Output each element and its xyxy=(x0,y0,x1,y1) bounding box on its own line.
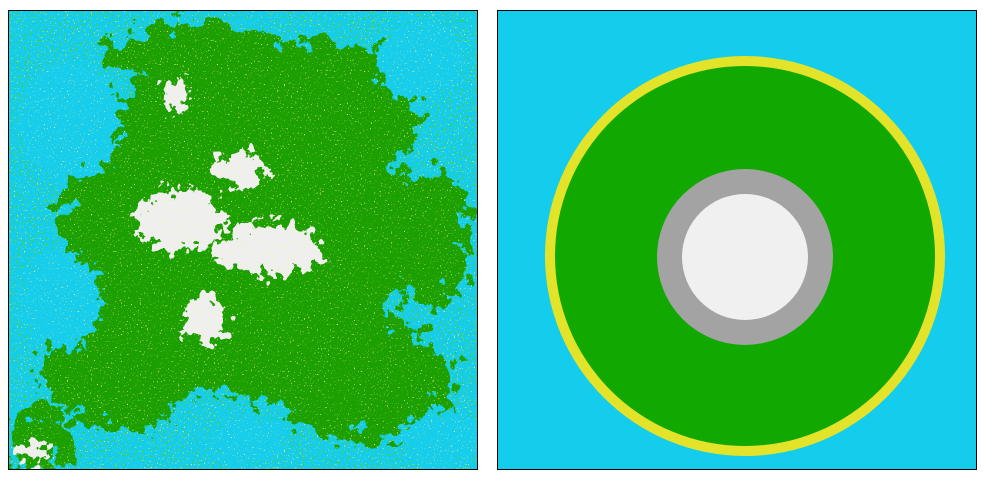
left-grid xyxy=(8,10,478,470)
right-border xyxy=(497,10,977,470)
right-grid xyxy=(497,10,977,470)
white-core xyxy=(682,194,808,320)
speckle-yellow xyxy=(8,10,478,470)
left-border xyxy=(8,10,478,470)
